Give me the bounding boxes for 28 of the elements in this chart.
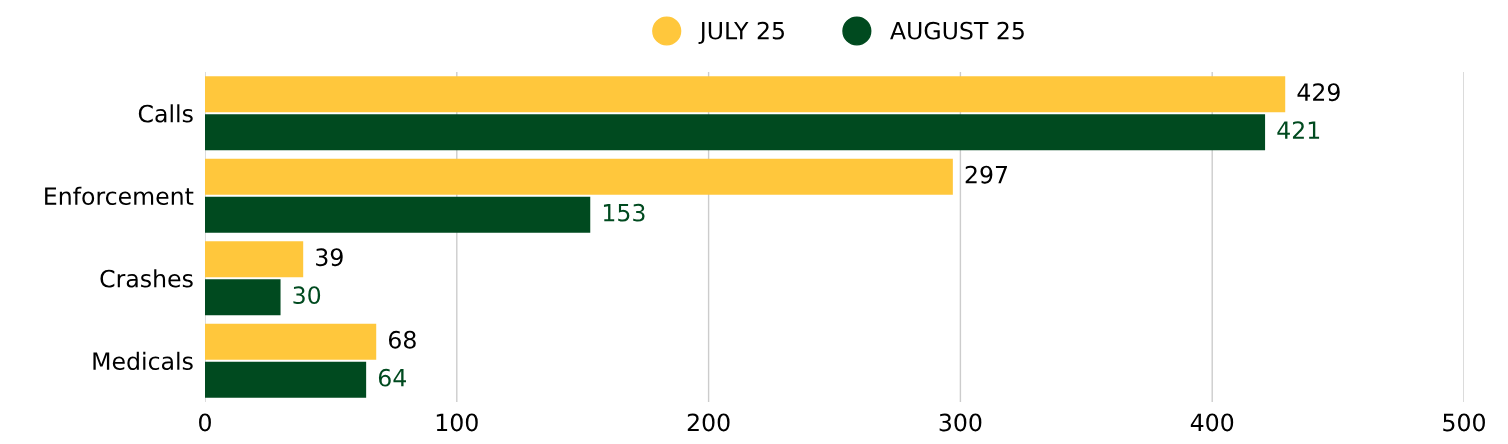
x-tick-label: 400 — [1190, 413, 1234, 432]
bar — [205, 76, 1286, 113]
bar — [205, 196, 591, 233]
bar — [205, 279, 281, 316]
data-label: 30 — [293, 286, 321, 305]
bar — [205, 114, 1266, 151]
data-label: 68 — [388, 330, 416, 349]
data-label: 64 — [378, 368, 406, 387]
x-tick-label: 0 — [199, 413, 211, 432]
legend-label: AUGUST 25 — [890, 21, 1024, 40]
x-tick-label: 300 — [939, 413, 982, 432]
bar — [205, 241, 304, 278]
data-label: 153 — [603, 203, 645, 222]
legend-label: JULY 25 — [698, 21, 784, 44]
x-tick-label: 200 — [687, 413, 730, 432]
y-tick-label: Enforcement — [45, 186, 194, 206]
y-tick-label: Medicals — [93, 351, 193, 371]
data-label: 429 — [1297, 83, 1340, 102]
bar — [205, 323, 377, 360]
data-label: 39 — [316, 248, 343, 267]
x-tick-label: 100 — [436, 413, 478, 432]
bar — [205, 158, 953, 195]
y-tick-label: Crashes — [100, 269, 193, 288]
y-tick-label: Calls — [138, 104, 193, 123]
x-tick-label: 500 — [1443, 413, 1485, 432]
bar — [205, 361, 367, 398]
data-label: 421 — [1277, 121, 1320, 139]
data-label: 297 — [965, 165, 1008, 184]
